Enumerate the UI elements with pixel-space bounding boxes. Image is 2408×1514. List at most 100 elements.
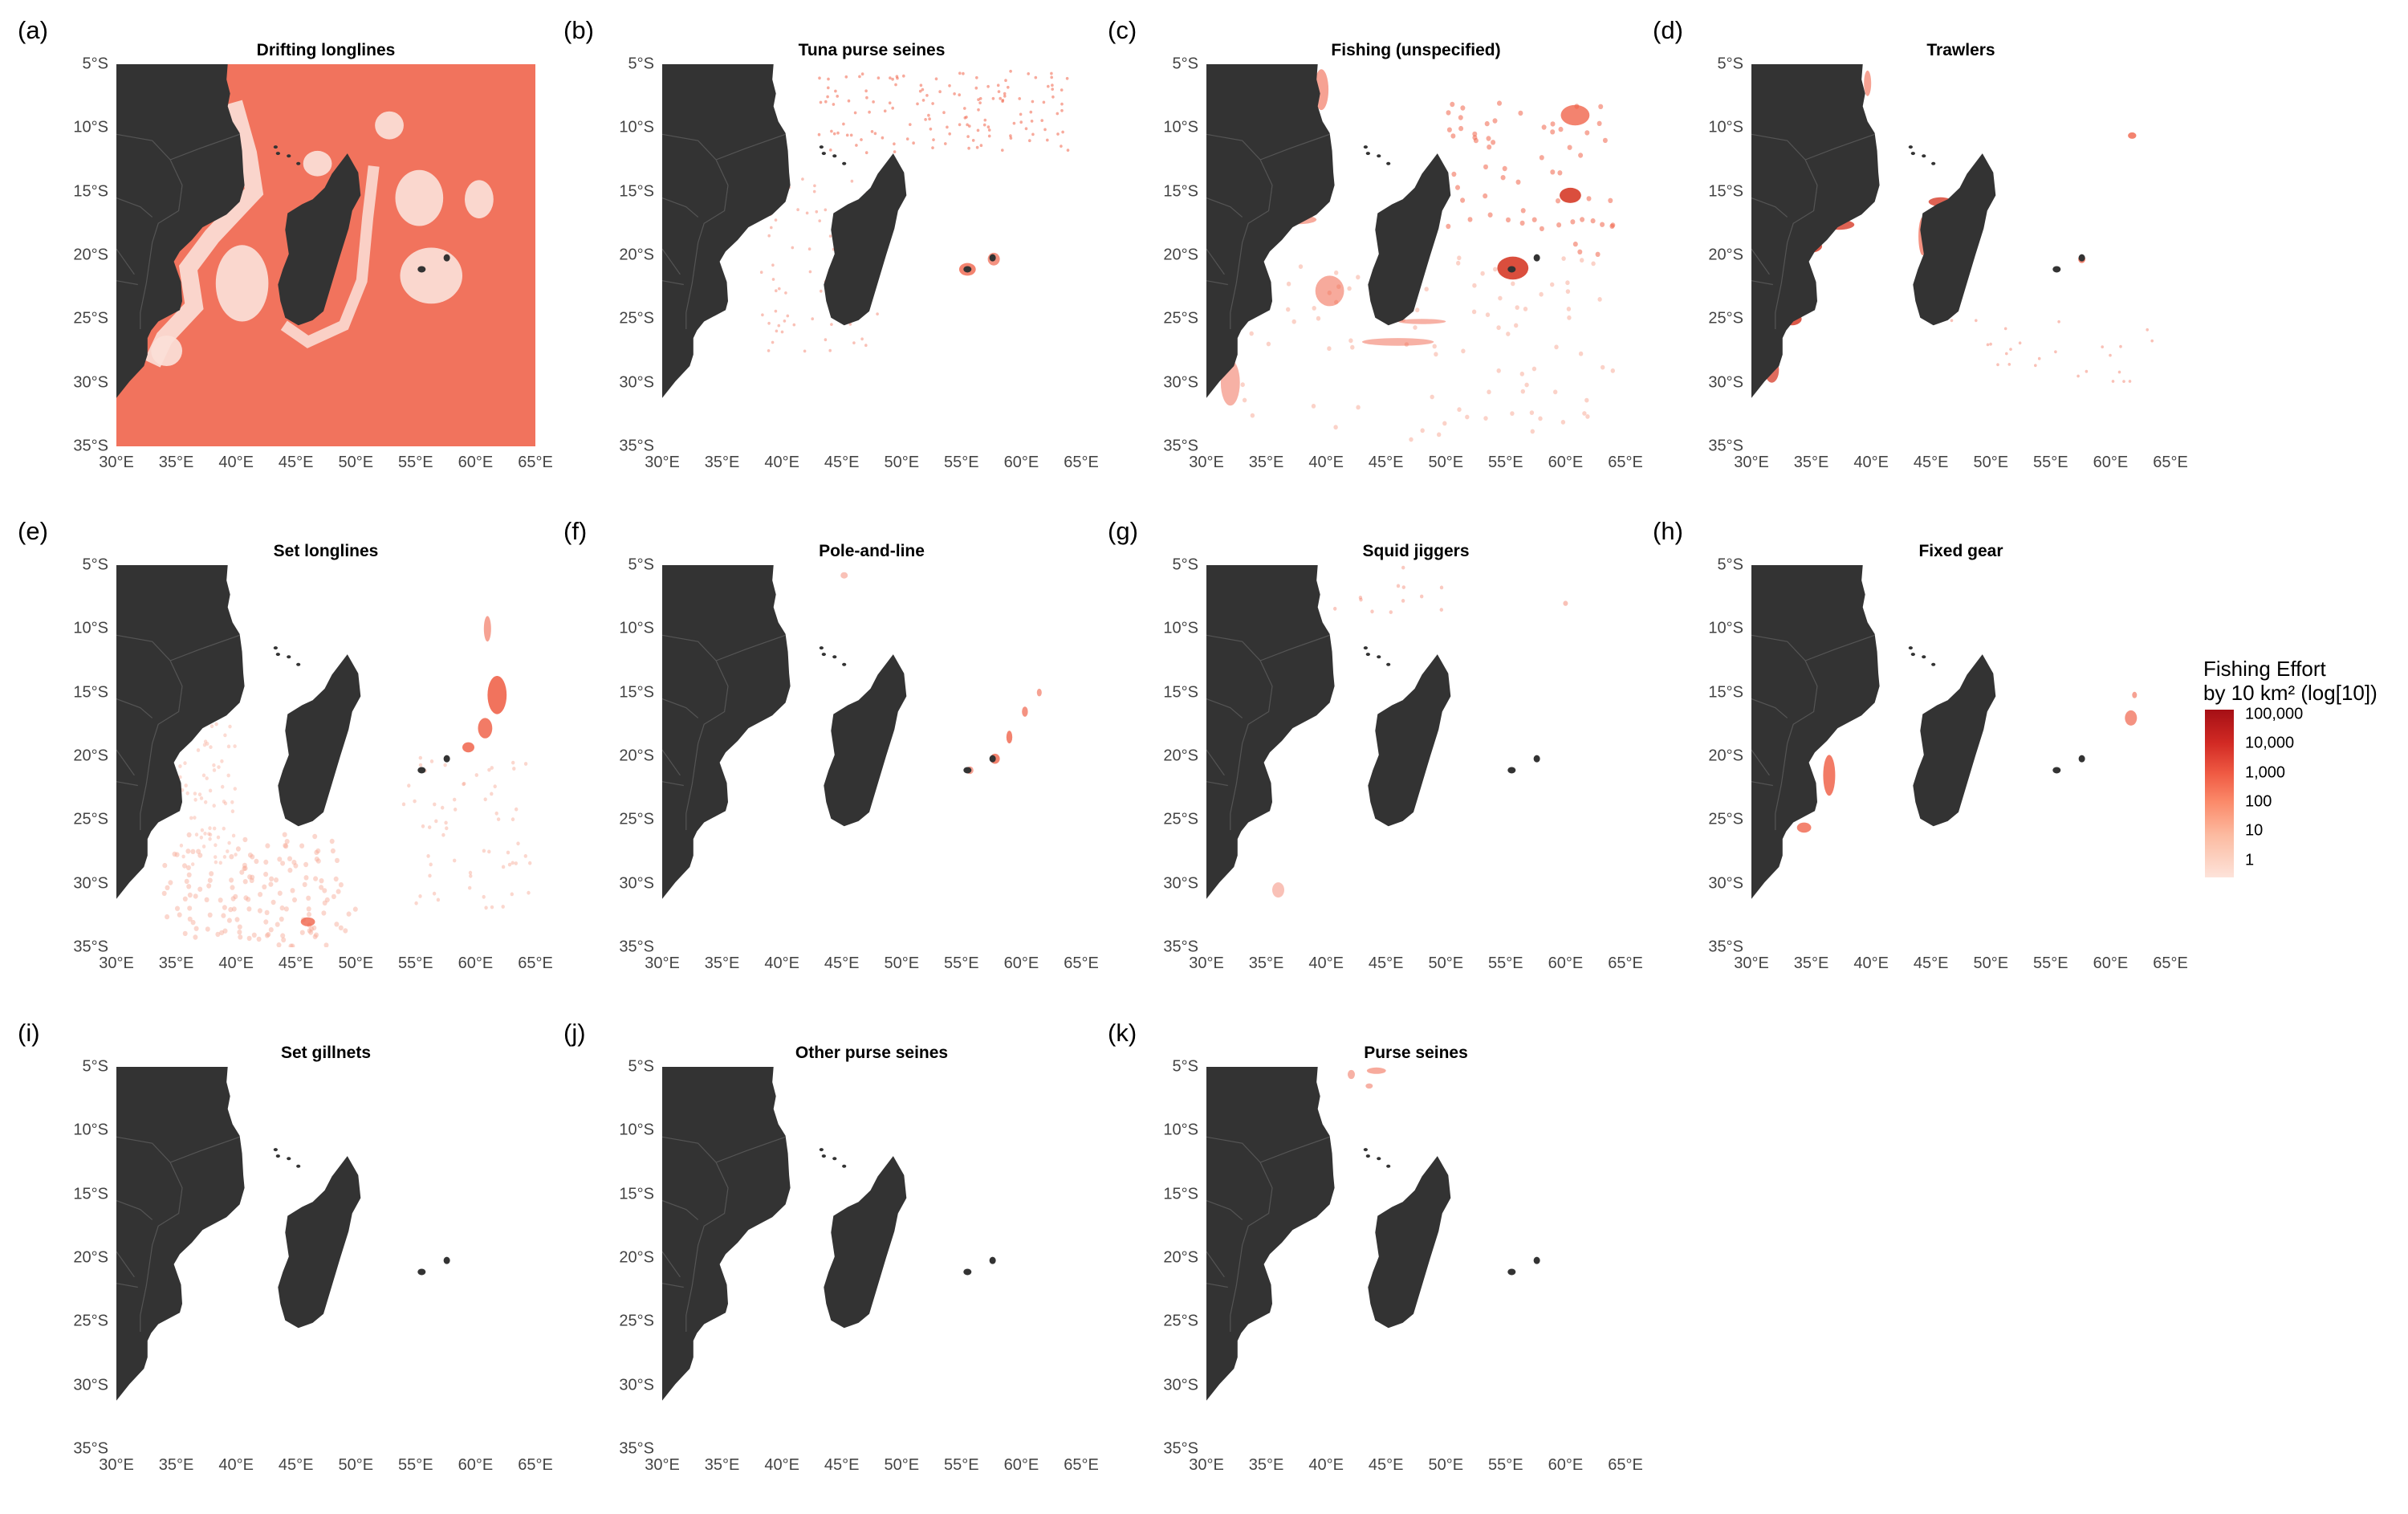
- effort-patch: [165, 914, 170, 920]
- effort-patch: [824, 338, 828, 342]
- y-tick-label: 5°S: [1717, 55, 1743, 73]
- comoros-island: [1377, 1157, 1381, 1161]
- x-tick-label: 60°E: [1548, 1456, 1584, 1474]
- y-tick-label: 35°S: [619, 938, 654, 956]
- effort-patch: [1471, 309, 1477, 315]
- effort-patch: [433, 802, 437, 807]
- effort-patch: [468, 870, 473, 875]
- panel-letter: (k): [1108, 1019, 1137, 1047]
- country-border: [1206, 1136, 1273, 1332]
- effort-patch: [1003, 92, 1007, 96]
- map-area: [662, 64, 1070, 398]
- effort-patch: [208, 788, 213, 793]
- effort-patch: [1450, 133, 1456, 139]
- effort-patch: [191, 862, 195, 866]
- effort-patch: [978, 101, 982, 104]
- effort-patch: [986, 84, 990, 88]
- comoros-island: [1365, 653, 1370, 657]
- effort-patch: [223, 801, 228, 806]
- effort-patch: [306, 895, 311, 901]
- panel-title: Pole-and-line: [819, 542, 925, 560]
- effort-patch: [209, 745, 213, 750]
- effort-patch: [233, 744, 237, 748]
- effort-patch: [161, 890, 167, 897]
- y-tick-label: 25°S: [1708, 309, 1743, 328]
- effort-patch: [883, 109, 887, 113]
- panel-letter: (b): [563, 16, 594, 44]
- country-border: [169, 1136, 240, 1163]
- x-tick-label: 50°E: [884, 954, 920, 972]
- comoros-island: [821, 1154, 826, 1158]
- panel-letter: (c): [1108, 16, 1137, 44]
- effort-patch: [1465, 414, 1470, 420]
- effort-patch: [1515, 179, 1521, 185]
- effort-patch: [1524, 382, 1529, 388]
- effort-patch: [527, 890, 531, 895]
- effort-patch: [1439, 608, 1443, 612]
- effort-patch: [237, 930, 242, 935]
- country-border: [116, 1200, 153, 1220]
- x-tick-label: 35°E: [704, 1456, 740, 1474]
- effort-patch: [1030, 120, 1034, 123]
- effort-patch: [842, 122, 845, 126]
- effort-patch: [1461, 348, 1466, 354]
- effort-patch: [307, 911, 311, 918]
- effort-patch: [315, 858, 321, 864]
- effort-patch: [1050, 75, 1053, 79]
- comoros-island: [842, 1164, 847, 1168]
- effort-patch: [208, 826, 212, 831]
- country-border: [116, 1251, 135, 1278]
- effort-patch: [872, 100, 875, 104]
- effort-patch: [1580, 217, 1585, 222]
- effort-patch: [786, 314, 790, 318]
- effort-patch: [309, 926, 315, 932]
- effort-patch: [1796, 822, 1812, 833]
- x-tick-label: 60°E: [1548, 454, 1584, 471]
- effort-patch: [168, 880, 173, 885]
- effort-patch: [222, 928, 228, 934]
- country-border: [116, 133, 183, 329]
- country-border: [116, 1136, 183, 1332]
- effort-patch: [428, 825, 432, 829]
- effort-patch: [997, 90, 1001, 93]
- effort-patch: [881, 136, 885, 140]
- effort-patch: [818, 219, 821, 222]
- effort-patch: [2009, 348, 2012, 351]
- country-border: [1804, 133, 1875, 161]
- effort-patch: [462, 742, 474, 753]
- effort-patch: [335, 857, 340, 864]
- effort-patch: [186, 872, 192, 877]
- map-panel: (f) Pole-and-line 5°S 10°S 15°S 20°S 25°S 30°S 3…: [546, 501, 1100, 999]
- effort-patch: [1370, 609, 1374, 614]
- effort-patch: [982, 123, 986, 127]
- effort-patch: [187, 916, 193, 922]
- effort-patch: [251, 932, 257, 938]
- x-tick-label: 60°E: [1003, 1456, 1039, 1474]
- effort-patch: [1333, 425, 1338, 430]
- x-tick-label: 60°E: [1003, 954, 1039, 972]
- effort-patch: [2034, 364, 2037, 368]
- effort-patch: [279, 905, 285, 911]
- comoros-island: [296, 1164, 301, 1168]
- effort-patch: [1298, 264, 1304, 269]
- effort-patch: [193, 816, 197, 820]
- effort-patch: [212, 804, 216, 808]
- effort-patch: [343, 928, 348, 934]
- y-tick-label: 35°S: [1163, 437, 1198, 455]
- effort-patch: [830, 323, 833, 326]
- effort-patch: [1541, 124, 1547, 130]
- effort-patch: [777, 324, 781, 328]
- effort-patch: [1366, 1067, 1386, 1074]
- effort-patch: [487, 849, 491, 854]
- effort-patch: [185, 849, 191, 854]
- legend-title-line1: Fishing Effort: [2203, 657, 2326, 681]
- effort-patch: [207, 912, 213, 918]
- x-tick-label: 55°E: [1488, 1456, 1523, 1474]
- effort-patch: [263, 919, 269, 925]
- effort-patch: [1401, 565, 1405, 570]
- effort-patch: [1975, 319, 1978, 323]
- effort-patch: [792, 323, 796, 327]
- x-tick-label: 65°E: [1608, 454, 1643, 471]
- effort-patch: [528, 861, 532, 865]
- y-tick-label: 15°S: [619, 182, 654, 201]
